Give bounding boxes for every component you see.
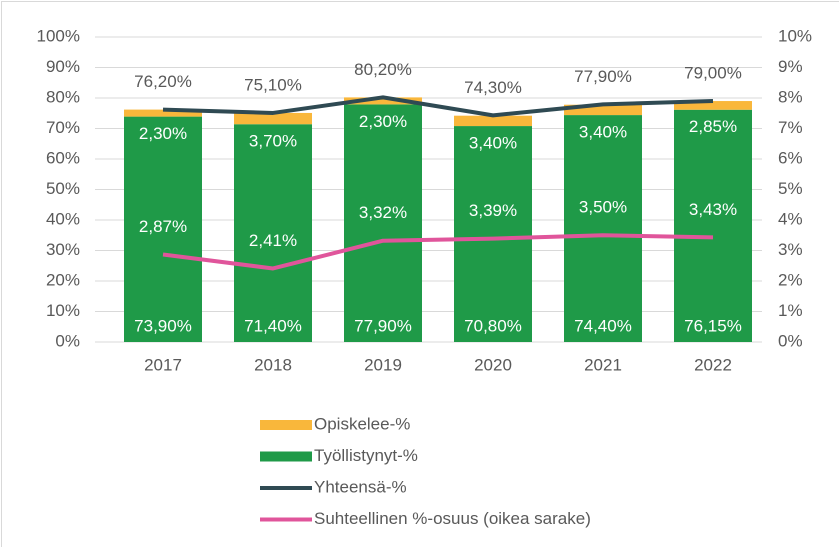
y2-tick-label: 0%	[778, 331, 803, 350]
y2-tick-label: 7%	[778, 118, 803, 137]
y2-tick-label: 4%	[778, 209, 803, 228]
y2-tick-label: 5%	[778, 179, 803, 198]
legend-swatch	[260, 420, 312, 430]
data-label: 2,30%	[139, 124, 187, 143]
data-label: 3,50%	[579, 198, 627, 217]
data-label: 77,90%	[574, 67, 632, 86]
y-tick-label: 40%	[46, 209, 80, 228]
line	[162, 95, 714, 118]
data-label: 76,20%	[134, 72, 192, 91]
data-label: 3,40%	[579, 123, 627, 142]
y-tick-label: 30%	[46, 240, 80, 259]
data-label: 3,70%	[249, 132, 297, 151]
data-label: 70,80%	[464, 316, 522, 335]
bar-segment	[234, 112, 312, 125]
data-label: 73,90%	[134, 316, 192, 335]
data-label: 2,85%	[689, 117, 737, 136]
data-label: 76,15%	[684, 316, 742, 335]
data-label: 2,30%	[359, 112, 407, 131]
data-label: 3,39%	[469, 201, 517, 220]
data-label: 2,41%	[249, 231, 297, 250]
x-tick-label: 2022	[694, 355, 732, 374]
y-tick-label: 80%	[46, 87, 80, 106]
y2-tick-label: 2%	[778, 270, 803, 289]
legend-label: Yhteensä-%	[314, 477, 407, 496]
bar-segment	[454, 126, 532, 342]
bar-segment	[674, 109, 752, 343]
data-label: 77,90%	[354, 316, 412, 335]
data-label: 3,40%	[469, 134, 517, 153]
data-label: 75,10%	[244, 75, 302, 94]
data-label: 79,00%	[684, 64, 742, 83]
bar-segment	[564, 104, 642, 116]
bar-segment	[124, 116, 202, 342]
y2-tick-label: 6%	[778, 148, 803, 167]
data-label: 80,20%	[354, 60, 412, 79]
y-tick-label: 20%	[46, 270, 80, 289]
data-label: 3,43%	[689, 200, 737, 219]
bar-segment	[344, 97, 422, 105]
data-label: 71,40%	[244, 316, 302, 335]
y2-tick-label: 3%	[778, 240, 803, 259]
x-tick-label: 2018	[254, 355, 292, 374]
legend-label: Suhteellinen %-osuus (oikea sarake)	[314, 509, 591, 528]
data-label: 74,40%	[574, 316, 632, 335]
y-tick-label: 10%	[46, 301, 80, 320]
x-tick-label: 2017	[144, 355, 182, 374]
bar-segment	[344, 104, 422, 342]
legend-label: Työllistynyt-%	[314, 446, 418, 465]
legend-label: Opiskelee-%	[314, 414, 410, 433]
data-label: 3,32%	[359, 203, 407, 222]
y-tick-label: 0%	[55, 331, 80, 350]
bar-segment	[234, 124, 312, 342]
bar-segment	[674, 101, 752, 110]
line	[162, 233, 714, 271]
y2-tick-label: 10%	[778, 26, 812, 45]
data-label: 74,30%	[464, 78, 522, 97]
x-tick-label: 2019	[364, 355, 402, 374]
y-tick-label: 60%	[46, 148, 80, 167]
y-tick-label: 70%	[46, 118, 80, 137]
y-tick-label: 90%	[46, 57, 80, 76]
y2-tick-label: 9%	[778, 57, 803, 76]
bar-segment	[124, 109, 202, 117]
data-label: 2,87%	[139, 217, 187, 236]
y2-tick-label: 1%	[778, 301, 803, 320]
y-tick-label: 100%	[37, 26, 80, 45]
legend-swatch	[260, 451, 312, 462]
bar-segment	[564, 115, 642, 342]
y-tick-label: 50%	[46, 179, 80, 198]
y2-tick-label: 8%	[778, 87, 803, 106]
bar-segment	[454, 115, 532, 127]
x-tick-label: 2021	[584, 355, 622, 374]
x-tick-label: 2020	[474, 355, 512, 374]
